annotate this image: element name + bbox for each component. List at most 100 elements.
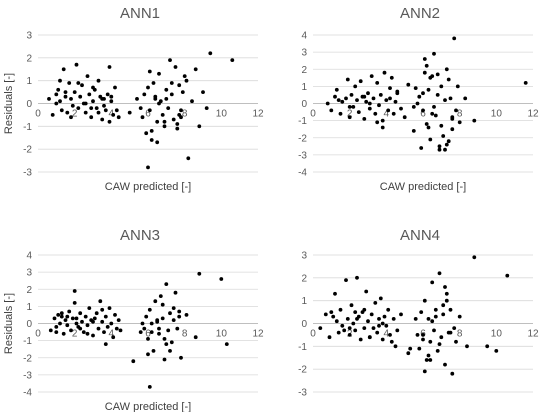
data-point — [168, 58, 172, 62]
data-point — [96, 326, 101, 331]
data-point — [146, 85, 150, 90]
data-point — [111, 113, 116, 117]
x-tick-label: 8 — [457, 329, 463, 340]
data-point — [505, 273, 510, 278]
y-tick-label: -1 — [298, 342, 307, 353]
data-point — [424, 358, 429, 362]
x-tick-label: 2 — [72, 329, 78, 340]
data-point — [448, 96, 453, 101]
data-point — [147, 108, 152, 113]
y-tick-label: 3 — [301, 251, 307, 262]
data-point — [345, 317, 350, 321]
x-tick-label: 4 — [384, 109, 390, 120]
data-point — [224, 342, 229, 346]
data-point — [375, 81, 380, 85]
y-tick-label: -4 — [23, 388, 32, 399]
data-point — [399, 106, 403, 111]
x-tick-label: 8 — [182, 109, 188, 120]
data-point — [155, 140, 160, 145]
data-point — [388, 86, 392, 90]
y-tick-label: 1 — [26, 302, 32, 313]
data-point — [175, 126, 180, 131]
data-point — [171, 306, 176, 310]
x-tick-label: 8 — [182, 329, 188, 340]
data-point — [98, 299, 103, 304]
data-point — [448, 307, 453, 312]
data-point — [58, 78, 62, 83]
data-point — [91, 85, 95, 90]
data-point — [344, 96, 348, 101]
data-point — [54, 92, 59, 97]
y-tick-label: 0 — [301, 99, 307, 110]
data-point — [78, 94, 83, 99]
data-point — [89, 106, 94, 110]
data-point — [430, 111, 435, 116]
data-point — [59, 311, 64, 316]
data-point — [160, 316, 165, 321]
data-point — [435, 93, 440, 97]
data-point — [443, 147, 447, 152]
data-point — [103, 108, 108, 113]
data-point — [149, 138, 154, 142]
data-point — [85, 331, 90, 336]
y-tick-label: -3 — [23, 168, 32, 179]
y-tick-label: -2 — [298, 365, 307, 376]
data-point — [426, 125, 431, 130]
data-point — [402, 115, 407, 120]
x-tick-label: 10 — [216, 329, 228, 340]
data-point — [448, 330, 453, 335]
data-point — [441, 303, 446, 308]
data-point — [437, 147, 442, 152]
data-point — [355, 98, 359, 102]
data-point — [149, 129, 154, 133]
data-point — [452, 326, 457, 330]
x-tick-label: 12 — [252, 109, 264, 120]
data-point — [164, 342, 169, 346]
data-point — [325, 101, 330, 106]
y-tick-label: -3 — [298, 150, 307, 161]
data-point — [116, 115, 121, 120]
data-point — [441, 134, 446, 138]
data-point — [109, 99, 114, 104]
data-point — [72, 301, 77, 305]
data-point — [54, 330, 59, 334]
data-point — [155, 318, 160, 322]
data-point — [373, 301, 378, 305]
data-point — [351, 321, 356, 326]
data-point — [382, 70, 387, 75]
data-point — [157, 331, 161, 336]
y-tick-label: 2 — [301, 273, 307, 284]
data-point — [441, 312, 446, 317]
data-point — [107, 306, 112, 310]
data-point — [85, 74, 90, 78]
data-point — [201, 90, 205, 94]
data-point — [169, 340, 174, 345]
data-point — [444, 142, 449, 147]
data-point — [54, 101, 59, 106]
y-tick-label: -1 — [23, 122, 32, 133]
data-point — [151, 81, 156, 85]
data-point — [408, 346, 413, 351]
data-point — [428, 339, 433, 344]
x-axis-label: CAW predicted [-] — [380, 181, 466, 193]
data-point — [147, 307, 152, 312]
data-point — [375, 120, 380, 125]
chart-title: ANN2 — [400, 5, 440, 22]
y-tick-label: -2 — [23, 353, 32, 364]
data-point — [102, 103, 106, 108]
data-point — [353, 328, 358, 333]
data-point — [168, 349, 172, 353]
data-point — [204, 106, 209, 110]
data-point — [327, 335, 332, 340]
data-point — [437, 342, 442, 346]
data-point — [164, 97, 169, 101]
data-point — [193, 67, 198, 72]
data-point — [432, 51, 436, 56]
data-point — [421, 108, 425, 113]
data-point — [47, 97, 51, 101]
data-point — [179, 115, 183, 120]
data-point — [452, 36, 457, 41]
data-point — [367, 106, 372, 111]
data-point — [160, 302, 165, 307]
data-point — [329, 310, 334, 314]
